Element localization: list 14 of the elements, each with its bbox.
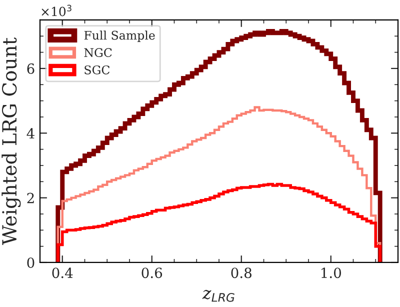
x-tick-label: 0.4 — [52, 268, 73, 278]
legend-label: SGC — [84, 65, 110, 74]
y-tick-label: 6 — [27, 63, 34, 74]
legend-label: Full Sample — [84, 30, 155, 42]
y-tick-label: 4 — [26, 128, 34, 138]
y-tick-label: 2 — [27, 192, 34, 204]
y-tick-label: 0 — [27, 257, 34, 268]
x-tick-label: 0.6 — [142, 268, 162, 278]
x-axis-title: z$_{LRG}$ — [202, 290, 234, 302]
y-axis-title: Weighted LRG Count — [2, 37, 21, 246]
x-tick-label: 0.8 — [231, 268, 252, 278]
legend-label: NGC — [84, 48, 112, 58]
text: ×10$^{3}$ — [42, 4, 72, 16]
x-tick-label: 1.0 — [322, 268, 341, 278]
